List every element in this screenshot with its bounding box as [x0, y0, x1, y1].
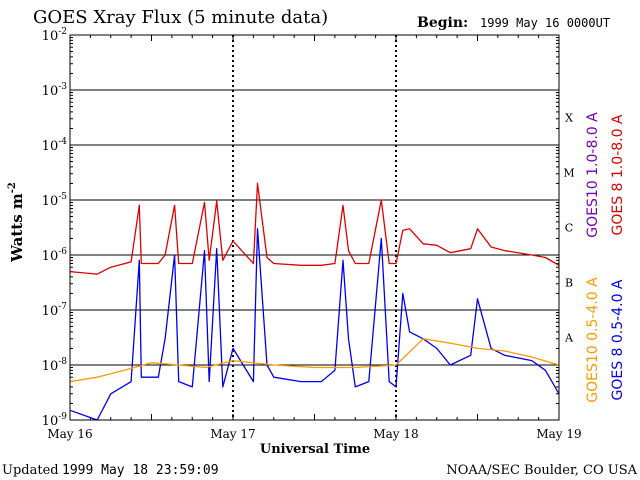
y-axis-label-sup: -2 — [7, 182, 18, 193]
updated-value: 1999 May 18 23:59:09 — [62, 463, 219, 478]
x-tick-label: May 19 — [536, 427, 581, 441]
credit-text: NOAA/SEC Boulder, CO USA — [446, 463, 637, 478]
legend-entry: GOES10 1.0-8.0 A — [585, 112, 601, 238]
flare-class-label: A — [564, 332, 574, 345]
x-tick-labels: May 16 May 17 May 18 May 19 — [47, 427, 581, 441]
svg-text:Watts m-2: Watts m-2 — [7, 182, 26, 263]
x-tick-label: May 16 — [47, 427, 92, 441]
flare-class-labels: X M C B A — [563, 112, 574, 345]
updated-label: Updated — [2, 463, 59, 478]
x-axis-label: Universal Time — [260, 442, 370, 457]
y-axis-label-text: Watts m — [8, 193, 26, 263]
legend-entry: GOES 8 1.0-8.0 A — [610, 114, 626, 235]
chart-title: GOES Xray Flux (5 minute data) — [33, 7, 328, 28]
y-tick-label: 10-6 — [42, 247, 68, 264]
series-lines — [69, 182, 560, 421]
x-tick-label: May 17 — [210, 427, 255, 441]
series-line — [69, 182, 560, 275]
legend-entry: GOES10 0.5-4.0 A — [585, 277, 601, 403]
y-tick-label: 10-4 — [42, 137, 68, 154]
legend-entry: GOES 8 0.5-4.0 A — [610, 279, 626, 400]
y-tick-labels: 10-2 10-3 10-4 10-5 10-6 10-7 10-8 10-9 — [42, 27, 68, 429]
series-line — [69, 338, 560, 383]
begin-value: 1999 May 16 0000UT — [480, 16, 610, 30]
y-tick-label: 10-8 — [42, 357, 68, 374]
grid-lines — [69, 35, 560, 420]
flare-class-label: C — [565, 222, 573, 235]
x-tick-label: May 18 — [373, 427, 418, 441]
y-tick-label: 10-3 — [42, 82, 68, 99]
series-line — [69, 228, 560, 421]
y-tick-label: 10-9 — [42, 412, 68, 429]
flare-class-label: M — [563, 167, 574, 180]
begin-label: Begin: — [417, 15, 468, 31]
y-tick-label: 10-7 — [42, 302, 68, 319]
y-tick-label: 10-5 — [42, 192, 68, 209]
flare-class-label: B — [565, 277, 573, 290]
y-tick-label: 10-2 — [42, 27, 67, 44]
legend: GOES 8 1.0-8.0 A GOES 8 0.5-4.0 A GOES10 1… — [585, 112, 626, 403]
flare-class-label: X — [565, 112, 573, 125]
y-axis-label: Watts m-2 — [7, 182, 26, 263]
plot-frame — [69, 34, 560, 421]
